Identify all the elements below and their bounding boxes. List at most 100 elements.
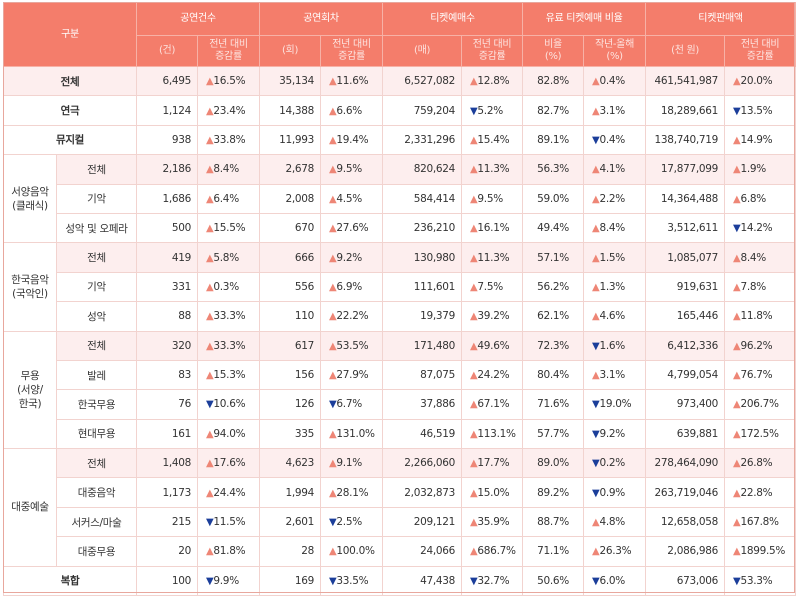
up-triangle-icon: ▲: [592, 281, 600, 293]
change-cell: ▲8.4%: [724, 242, 797, 273]
value-cell: 82.8%: [522, 65, 585, 97]
up-triangle-icon: ▲: [329, 76, 337, 88]
up-triangle-icon: ▲: [733, 281, 741, 293]
change-cell: ▼19.0%: [583, 389, 647, 420]
up-triangle-icon: ▲: [329, 134, 337, 146]
value-cell: 71.6%: [522, 389, 585, 420]
row-sublabel: 전체: [56, 330, 137, 361]
value-cell: 165,446: [645, 301, 726, 332]
header-sub-1: 전년 대비 증감률: [196, 35, 261, 67]
change-value: 11.5%: [213, 516, 246, 529]
header-performances: 공연건수: [135, 2, 261, 36]
value-cell: 759,204: [382, 95, 463, 126]
table-row: 대중무용 20 ▲81.8% 28 ▲100.0% 24,066 ▲686.7% 71.1% ▲…: [4, 536, 797, 567]
value-cell: 673,006: [645, 565, 726, 596]
value-cell: 556: [259, 271, 322, 303]
down-triangle-icon: ▼: [733, 105, 741, 117]
change-value: 9.5%: [336, 163, 362, 176]
value-cell: 320: [136, 330, 198, 361]
change-value: 39.2%: [477, 310, 510, 323]
row-group-label: 한국음악 (국악인): [3, 242, 57, 332]
value-cell: 263,719,046: [645, 477, 726, 508]
value-cell: 76: [136, 389, 198, 420]
change-value: 33.8%: [213, 133, 246, 146]
header-showings: 공연회차: [259, 2, 384, 36]
up-triangle-icon: ▲: [592, 223, 600, 235]
change-cell: ▲11.8%: [724, 301, 797, 332]
value-cell: 100: [136, 565, 198, 596]
value-cell: 89.1%: [522, 124, 585, 156]
change-value: 6.7%: [336, 398, 362, 411]
value-cell: 130,980: [382, 242, 463, 273]
up-triangle-icon: ▲: [592, 193, 600, 205]
change-cell: ▲9.1%: [320, 448, 384, 479]
change-cell: ▲35.9%: [461, 506, 524, 538]
table-row: 한국무용 76 ▼10.6% 126 ▼6.7% 37,886 ▲67.1% 71.6% ▼19…: [4, 389, 797, 420]
value-cell: 2,086,986: [645, 536, 726, 567]
value-cell: 161: [136, 418, 198, 450]
table-row: 성악 88 ▲33.3% 110 ▲22.2% 19,379 ▲39.2% 62.1% ▲4.6…: [4, 301, 797, 332]
change-cell: ▲28.1%: [320, 477, 384, 508]
change-value: 4.8%: [599, 516, 625, 529]
change-value: 1.5%: [599, 251, 625, 264]
change-value: 167.8%: [740, 516, 779, 529]
up-triangle-icon: ▲: [206, 546, 214, 558]
value-cell: 6,527,082: [382, 65, 463, 97]
header-sub-5: 전년 대비 증감률: [461, 35, 524, 67]
change-value: 206.7%: [740, 398, 779, 411]
change-value: 26.3%: [599, 545, 632, 558]
change-value: 9.9%: [213, 574, 239, 587]
change-value: 7.8%: [740, 280, 766, 293]
change-cell: ▲686.7%: [461, 536, 524, 567]
down-triangle-icon: ▼: [592, 428, 600, 440]
header-sub-7: 작년-올해 (%): [583, 35, 647, 67]
value-cell: 50.6%: [522, 565, 585, 596]
change-value: 172.5%: [740, 427, 779, 440]
change-value: 15.4%: [477, 133, 510, 146]
change-value: 81.8%: [213, 545, 246, 558]
change-cell: ▲20.0%: [724, 65, 797, 97]
up-triangle-icon: ▲: [470, 546, 478, 558]
change-cell: ▼2.5%: [320, 506, 384, 538]
change-cell: ▼11.5%: [196, 506, 261, 538]
down-triangle-icon: ▼: [329, 575, 337, 587]
change-value: 2.2%: [599, 192, 625, 205]
up-triangle-icon: ▲: [733, 340, 741, 352]
table-row: 성악 및 오페라 500 ▲15.5% 670 ▲27.6% 236,210 ▲16.1% 4…: [4, 212, 797, 244]
value-cell: 666: [259, 242, 322, 273]
row-sublabel: 기악: [56, 271, 137, 303]
down-triangle-icon: ▼: [592, 575, 600, 587]
down-triangle-icon: ▼: [329, 399, 337, 411]
up-triangle-icon: ▲: [733, 193, 741, 205]
change-value: 10.6%: [213, 398, 246, 411]
header-sales: 티켓판매액: [645, 2, 797, 36]
change-cell: ▲9.5%: [461, 183, 524, 214]
change-value: 8.4%: [599, 222, 625, 235]
change-cell: ▲1.9%: [724, 154, 797, 185]
change-cell: ▼10.6%: [196, 389, 261, 420]
change-value: 53.5%: [336, 339, 369, 352]
change-value: 1.9%: [740, 163, 766, 176]
value-cell: 138,740,719: [645, 124, 726, 156]
value-cell: 18,289,661: [645, 95, 726, 126]
change-value: 6.6%: [336, 104, 362, 117]
change-cell: ▲4.8%: [583, 506, 647, 538]
value-cell: 14,364,488: [645, 183, 726, 214]
row-sublabel: 성악 및 오페라: [56, 212, 137, 244]
change-value: 6.9%: [336, 280, 362, 293]
change-value: 13.5%: [740, 104, 773, 117]
value-cell: 46,519: [382, 418, 463, 450]
up-triangle-icon: ▲: [470, 517, 478, 529]
up-triangle-icon: ▲: [592, 76, 600, 88]
change-value: 24.2%: [477, 369, 510, 382]
value-cell: 89.2%: [522, 477, 585, 508]
change-cell: ▼5.2%: [461, 95, 524, 126]
up-triangle-icon: ▲: [329, 487, 337, 499]
value-cell: 126: [259, 389, 322, 420]
table-row: 서양음악 (클래식) 전체 2,186 ▲8.4% 2,678 ▲9.5% 820,624 ▲…: [3, 154, 797, 244]
change-cell: ▲9.5%: [320, 154, 384, 185]
value-cell: 71.1%: [522, 536, 585, 567]
header-sub-4: (매): [382, 35, 463, 67]
value-cell: 24,066: [382, 536, 463, 567]
value-cell: 2,331,296: [382, 124, 463, 156]
